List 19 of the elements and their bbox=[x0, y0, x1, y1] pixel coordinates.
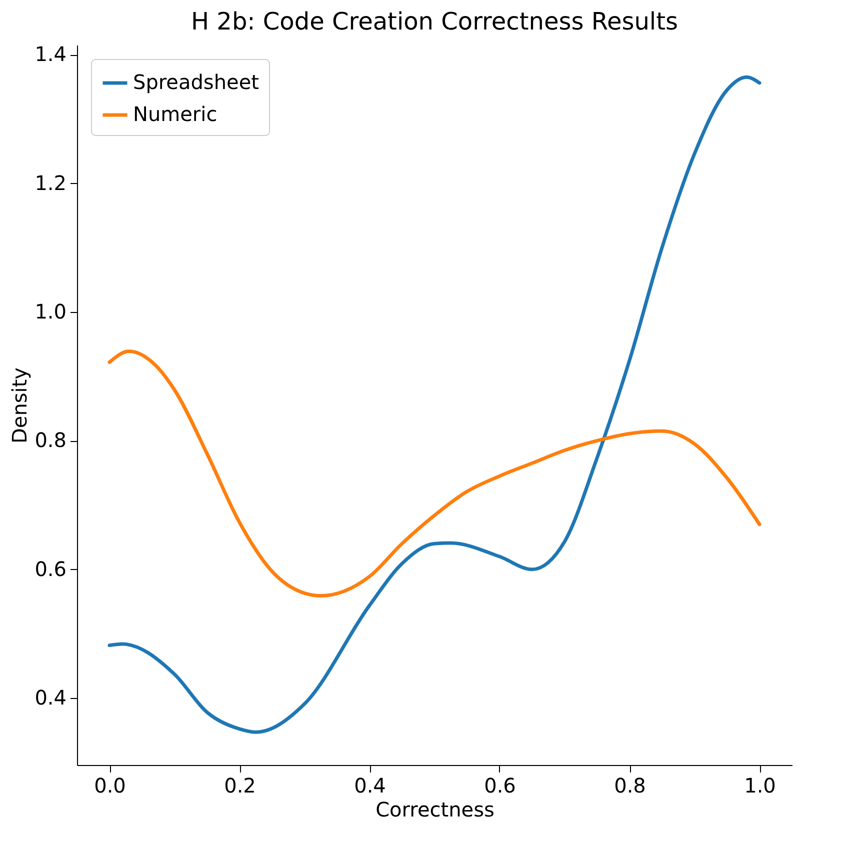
x-tick-label: 0.8 bbox=[614, 774, 646, 798]
y-axis-title: Density bbox=[8, 367, 32, 444]
y-tick-label: 1.4 bbox=[34, 42, 66, 66]
line-series bbox=[108, 75, 762, 734]
x-tick-label: 1.0 bbox=[744, 774, 776, 798]
y-tick-label: 1.0 bbox=[34, 300, 66, 324]
x-tick-label: 0.2 bbox=[224, 774, 256, 798]
x-tick-label: 0.4 bbox=[354, 774, 386, 798]
y-tick-label: 0.4 bbox=[34, 686, 66, 710]
chart-title: H 2b: Code Creation Correctness Results bbox=[190, 8, 678, 36]
x-axis-title: Correctness bbox=[376, 798, 494, 822]
legend-label: Numeric bbox=[133, 102, 218, 126]
x-tick-label: 0.6 bbox=[484, 774, 516, 798]
legend-label: Spreadsheet bbox=[133, 70, 260, 94]
x-tick-label: 0.0 bbox=[94, 774, 126, 798]
y-tick-label: 0.6 bbox=[34, 556, 66, 581]
y-tick-label: 0.8 bbox=[34, 428, 66, 452]
y-tick-label: 1.2 bbox=[34, 170, 66, 195]
line-series bbox=[108, 350, 762, 598]
